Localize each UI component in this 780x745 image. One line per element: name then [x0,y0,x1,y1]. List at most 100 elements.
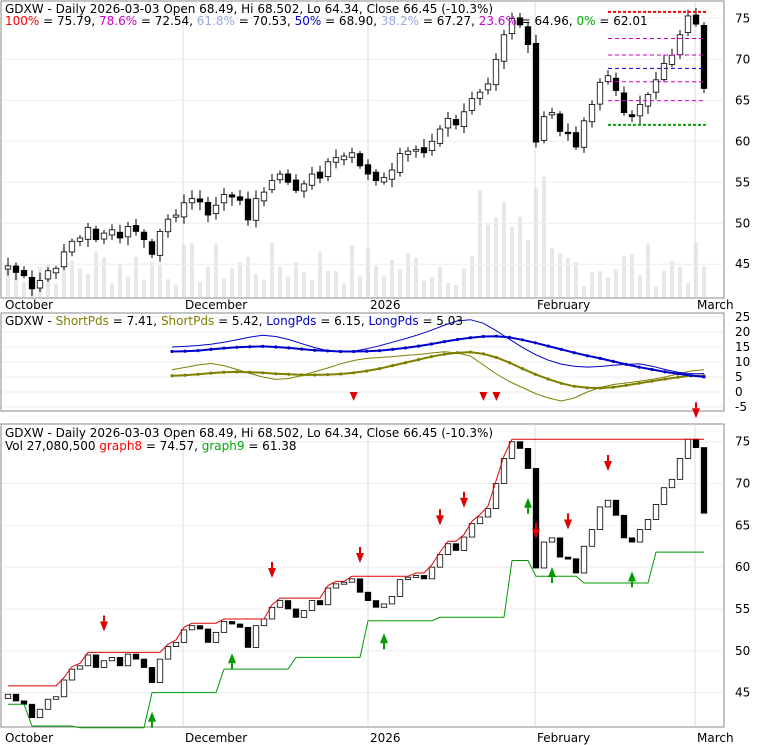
volume-bar [350,245,354,297]
sell-arrow [436,515,444,526]
volume-bar [606,277,610,297]
oscillator-dot [611,359,615,363]
swing-bar-up [484,508,492,518]
oscillator-dot [170,349,174,354]
oscillator-dot [209,347,213,351]
volume-bar [166,279,170,297]
oscillator-dot [352,371,356,375]
volume-bar [566,258,570,297]
p2-tick-label: 15 [735,340,750,354]
candle-down [284,173,292,183]
candle-down [556,113,564,132]
volume-bar [502,201,506,297]
volume-bar [158,265,162,297]
oscillator-dot [507,335,511,339]
swing-bar-up [500,458,508,484]
candle-up [268,180,276,191]
volume-bar [374,265,378,297]
candle-up [444,117,452,129]
oscillator-dot [378,349,382,353]
oscillator-dot [585,386,589,390]
swing-bar-up [404,576,412,581]
swing-bar-up [324,587,332,606]
candle-up [276,173,284,181]
candle-down [628,114,636,118]
volume-bar [678,267,682,297]
x-label-december-bottom: December [185,731,247,745]
x-label-february: February [537,298,590,312]
oscillator-dot [287,346,291,350]
volume-bar [430,276,434,297]
oscillator-dot [222,346,226,350]
oscillator-dot [222,370,226,374]
volume-bar [614,269,618,297]
candle-up [52,267,60,274]
volume-bar [246,256,250,297]
volume-bar [86,274,90,297]
x-label-march-bottom: March [697,731,734,745]
swing-bar-up [476,516,484,525]
swing-bar-down [364,591,372,601]
swing-bar-down [140,658,148,668]
swing-bar-down [148,667,156,683]
swing-bar-up [156,658,164,683]
oscillator-dot [559,381,563,385]
volume-bar [486,224,490,297]
swing-bar-down [292,608,300,618]
swing-bar-down [372,600,380,608]
oscillator-dot [676,372,680,376]
candle-up [308,173,316,186]
swing-bar-up [68,668,76,681]
candle-down [228,194,236,198]
oscillator-dot [248,345,252,349]
oscillator-dot [650,367,654,372]
oscillator-red-arrow [492,392,501,401]
swing-bar-down [628,537,636,543]
volume-bar [302,272,306,297]
candle-up [76,237,84,242]
volume-bar [702,266,706,297]
oscillator-dot [520,367,524,371]
candle-up [604,75,612,82]
oscillator-dot [326,349,330,353]
volume-bar [238,262,242,297]
swing-bar-up [188,625,196,631]
swing-bars [4,402,708,729]
swing-bar-up [124,653,132,667]
swing-bar-up [540,541,548,569]
candle-down [620,92,628,114]
swing-bar-down [612,499,620,516]
volume-bar [102,257,106,297]
swing-bar-up [396,579,404,597]
swing-bar-up [260,618,268,627]
panel-swing-frame [0,423,725,728]
oscillator-lines [170,319,706,402]
volume-bar [622,256,626,297]
swing-bar-up [684,438,692,459]
oscillator-dot [235,370,239,374]
swing-bar-down [28,703,36,719]
candle-down [92,228,100,241]
oscillator-dot [378,367,382,371]
oscillator-dot [170,374,174,378]
candle-up [188,198,196,204]
volume-bar [150,261,154,297]
p2-tick-label: 25 [735,310,750,324]
candle-down [292,179,300,191]
oscillator-dot [650,379,654,383]
oscillator-dot [365,369,369,373]
oscillator-dot [442,340,447,344]
oscillator-dot [481,334,486,339]
oscillator-dot [637,381,641,385]
candle-down [612,77,620,91]
swing-bar-down [236,623,244,628]
volume-bar [694,242,698,297]
candle-down [356,153,364,167]
candle-up [484,83,492,91]
buy-arrow [228,653,236,664]
candle-up [540,116,548,141]
swing-bar-up [588,529,596,547]
oscillator-dot [313,348,317,352]
candle-up [460,111,468,127]
swing-bar-up [444,543,452,555]
